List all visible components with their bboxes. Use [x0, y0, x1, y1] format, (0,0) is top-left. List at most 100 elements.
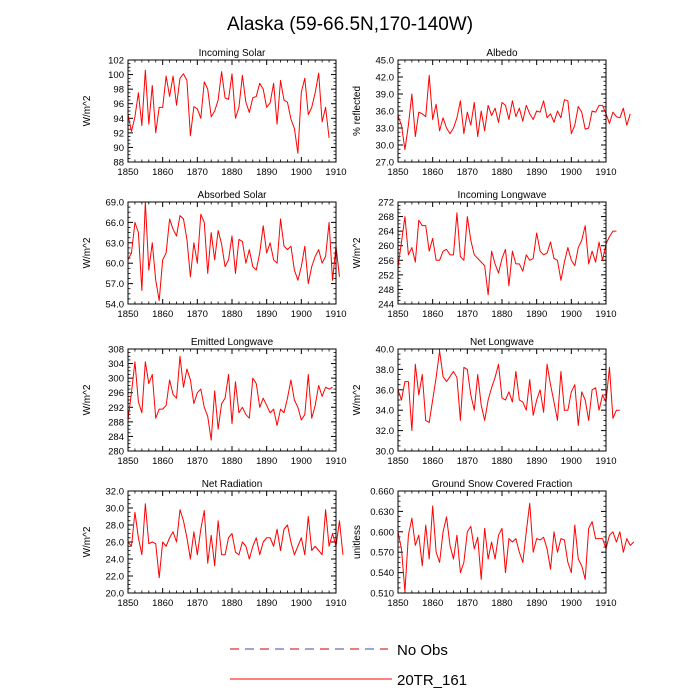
- y-tick-label: 0.510: [370, 589, 394, 600]
- y-tick-label: 26.0: [106, 538, 125, 549]
- panels: Incoming Solar W/m^2 1850 1860 1870 1880 1890 1…: [82, 48, 635, 609]
- y-tick-label: 264: [378, 227, 394, 238]
- series-line: [127, 201, 340, 302]
- x-tick-label: 1890: [256, 167, 277, 178]
- panel-title: Net Radiation: [202, 479, 263, 490]
- x-tick-label: 1860: [152, 598, 173, 609]
- x-tick-label: 1860: [152, 309, 173, 320]
- x-tick-label: 1910: [595, 167, 616, 178]
- x-tick-label: 1900: [561, 309, 582, 320]
- plot-frame: [127, 348, 337, 452]
- panel-incoming-longwave: Incoming Longwave W/m^2 1850 1860 1870 1880 18…: [352, 190, 617, 320]
- y-axis-label: % reflected: [352, 86, 363, 136]
- y-tick-label: 272: [378, 198, 394, 209]
- y-tick-label: 57.0: [106, 279, 125, 290]
- x-tick-label: 1870: [187, 167, 208, 178]
- plot-frame: [127, 490, 337, 594]
- x-tick-label: 1870: [187, 456, 208, 467]
- panel-ground-snow-covered-fraction: Ground Snow Covered Fraction unitless 1850…: [352, 479, 635, 609]
- y-tick-label: 260: [378, 241, 394, 252]
- x-tick-label: 1880: [491, 598, 512, 609]
- y-tick-label: 28.0: [106, 521, 125, 532]
- y-tick-label: 288: [108, 417, 124, 428]
- y-tick-label: 38.0: [376, 365, 395, 376]
- x-tick-label: 1900: [291, 309, 312, 320]
- y-tick-label: 34.0: [376, 406, 395, 417]
- plot-frame: [397, 59, 607, 163]
- y-tick-label: 284: [108, 432, 124, 443]
- y-tick-label: 292: [108, 403, 124, 414]
- x-tick-label: 1910: [325, 598, 346, 609]
- x-tick-label: 1860: [422, 456, 443, 467]
- x-tick-label: 1880: [221, 167, 242, 178]
- series-line: [127, 355, 333, 441]
- y-tick-label: 88: [113, 158, 124, 169]
- legend: No Obs 20TR_161: [230, 642, 467, 689]
- panel-title: Net Longwave: [470, 337, 534, 348]
- x-tick-label: 1910: [325, 167, 346, 178]
- x-tick-label: 1900: [291, 598, 312, 609]
- x-tick-label: 1860: [152, 456, 173, 467]
- x-tick-label: 1910: [595, 456, 616, 467]
- panel-title: Ground Snow Covered Fraction: [432, 479, 573, 490]
- x-tick-label: 1870: [457, 456, 478, 467]
- x-tick-label: 1880: [221, 598, 242, 609]
- x-tick-label: 1880: [491, 456, 512, 467]
- y-tick-label: 0.630: [370, 507, 394, 518]
- y-tick-label: 22.0: [106, 572, 125, 583]
- y-tick-label: 0.660: [370, 487, 394, 498]
- x-tick-label: 1880: [221, 456, 242, 467]
- legend-label-20tr: 20TR_161: [397, 672, 467, 689]
- y-tick-label: 308: [108, 345, 124, 356]
- panel-net-radiation: Net Radiation W/m^2 1850 1860 1870 1880 1890 19…: [82, 479, 347, 609]
- x-tick-label: 1900: [291, 167, 312, 178]
- y-axis-label: W/m^2: [82, 526, 93, 557]
- y-axis-label: unitless: [352, 525, 363, 559]
- x-tick-label: 1890: [526, 598, 547, 609]
- series-line: [397, 350, 620, 432]
- y-tick-label: 32.0: [106, 487, 125, 498]
- series-line: [397, 74, 631, 151]
- y-tick-label: 92: [113, 128, 124, 139]
- y-tick-label: 60.0: [106, 259, 125, 270]
- panel-absorbed-solar: Absorbed Solar W/m^2 1850 1860 1870 1880 1890 1…: [82, 190, 347, 320]
- y-tick-label: 63.0: [106, 238, 125, 249]
- y-tick-label: 244: [378, 300, 394, 311]
- x-tick-label: 1850: [387, 309, 408, 320]
- plot-frame: [397, 490, 607, 594]
- y-tick-label: 268: [378, 212, 394, 223]
- x-tick-label: 1860: [422, 598, 443, 609]
- x-tick-label: 1870: [187, 598, 208, 609]
- x-tick-label: 1860: [152, 167, 173, 178]
- y-tick-label: 94: [113, 114, 124, 125]
- y-tick-label: 45.0: [376, 56, 395, 67]
- series-line: [127, 69, 330, 154]
- x-tick-label: 1900: [291, 456, 312, 467]
- x-tick-label: 1890: [526, 309, 547, 320]
- series-line: [397, 212, 617, 296]
- x-tick-label: 1880: [491, 167, 512, 178]
- panel-title: Absorbed Solar: [198, 190, 268, 201]
- panel-net-longwave: Net Longwave W/m^2 1850 1860 1870 1880 1890 190…: [352, 337, 620, 467]
- y-tick-label: 24.0: [106, 555, 125, 566]
- y-tick-label: 296: [108, 388, 124, 399]
- plot-frame: [397, 201, 607, 305]
- panel-title: Emitted Longwave: [191, 337, 274, 348]
- series-line: [397, 502, 635, 593]
- y-tick-label: 42.0: [376, 73, 395, 84]
- x-tick-label: 1850: [117, 309, 138, 320]
- panel-emitted-longwave: Emitted Longwave W/m^2 1850 1860 1870 1880 189…: [82, 337, 347, 467]
- x-tick-label: 1880: [221, 309, 242, 320]
- x-tick-label: 1850: [117, 456, 138, 467]
- plot-frame: [397, 348, 607, 452]
- x-tick-label: 1890: [256, 598, 277, 609]
- y-axis-label: W/m^2: [82, 95, 93, 126]
- y-tick-label: 96: [113, 99, 124, 110]
- x-tick-label: 1870: [457, 598, 478, 609]
- y-tick-label: 304: [108, 359, 124, 370]
- y-tick-label: 0.570: [370, 548, 394, 559]
- y-tick-label: 69.0: [106, 198, 125, 209]
- y-tick-label: 32.0: [376, 426, 395, 437]
- legend-label-no-obs: No Obs: [397, 642, 448, 659]
